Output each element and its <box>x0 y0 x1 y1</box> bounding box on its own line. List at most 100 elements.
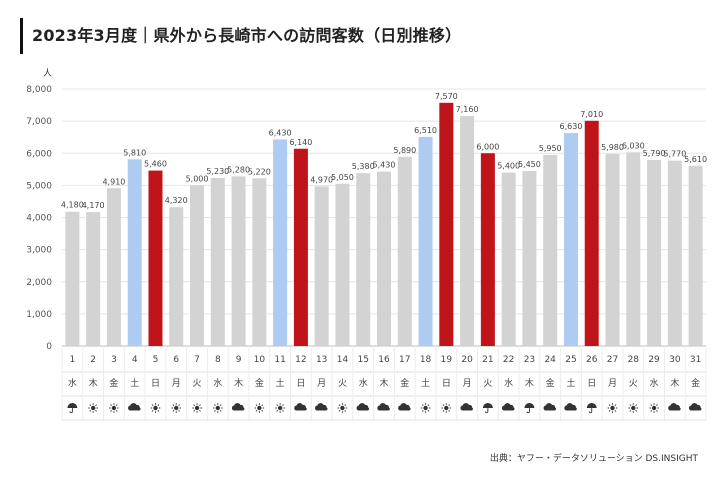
umbrella-handle <box>526 408 530 414</box>
data-label: 7,160 <box>456 105 479 114</box>
y-tick-label: 1,000 <box>26 310 52 320</box>
x-tick-weekday: 金 <box>546 377 555 389</box>
x-tick-weekday: 火 <box>483 378 492 389</box>
sun-ray <box>110 404 112 407</box>
y-tick-label: 4,000 <box>26 214 52 224</box>
x-tick-day: 28 <box>628 355 640 365</box>
sun-ray <box>214 409 216 412</box>
data-label: 5,380 <box>352 162 375 171</box>
bar-day-3 <box>106 188 121 346</box>
y-tick-label: 2,000 <box>26 278 52 288</box>
cloud-shape <box>128 403 141 411</box>
cloud-shape <box>315 403 328 411</box>
cloud-icon <box>294 403 307 411</box>
cloud-shape <box>294 403 307 411</box>
data-label: 6,030 <box>622 141 645 150</box>
bar-day-26 <box>584 120 599 347</box>
umbrella-handle <box>588 408 593 414</box>
x-tick-weekday: 水 <box>504 377 513 389</box>
cloud-shape <box>668 403 681 411</box>
sun-ray <box>448 404 451 407</box>
sun-ray <box>614 409 617 412</box>
x-tick-weekday: 日 <box>151 378 160 389</box>
x-tick-weekday: 木 <box>525 377 534 389</box>
sun-core <box>257 405 262 411</box>
x-tick-day: 10 <box>254 355 266 365</box>
umbrella-icon <box>67 403 78 414</box>
x-tick-day: 21 <box>482 355 493 365</box>
umbrella-handle <box>485 408 489 414</box>
sun-ray <box>178 409 181 412</box>
sun-ray <box>115 409 118 412</box>
sun-core <box>340 405 345 411</box>
cloud-icon <box>315 403 328 411</box>
x-tick-weekday: 月 <box>463 378 472 389</box>
x-tick-day: 26 <box>586 355 598 365</box>
x-tick-day: 7 <box>194 355 200 365</box>
sun-ray <box>608 409 611 412</box>
sun-ray <box>115 404 118 407</box>
sun-ray <box>614 404 617 407</box>
x-tick-weekday: 日 <box>296 378 305 389</box>
sun-ray <box>629 404 632 407</box>
bar-day-21 <box>480 153 495 346</box>
bar-day-30 <box>667 160 682 346</box>
sun-ray <box>276 404 279 407</box>
bar-day-11 <box>273 139 288 346</box>
sun-ray <box>338 409 341 412</box>
x-tick-weekday: 金 <box>400 377 409 389</box>
sun-ray <box>650 404 653 407</box>
x-tick-day: 1 <box>70 355 76 365</box>
sun-core <box>90 405 96 411</box>
data-label: 6,510 <box>414 126 437 135</box>
bar-day-27 <box>605 153 620 346</box>
sun-core <box>423 405 428 411</box>
sun-icon <box>420 403 431 413</box>
sun-ray <box>427 409 430 412</box>
x-tick-day: 24 <box>544 355 556 365</box>
umbrella-canopy <box>482 403 493 408</box>
bar-day-10 <box>252 178 267 346</box>
x-tick-weekday: 木 <box>670 377 679 389</box>
x-tick-day: 5 <box>153 355 159 365</box>
y-tick-label: 6,000 <box>26 149 52 159</box>
sun-icon <box>607 403 618 413</box>
sun-ray <box>95 404 97 407</box>
sun-ray <box>193 409 196 412</box>
sun-ray <box>151 404 154 407</box>
data-label: 5,770 <box>663 150 686 159</box>
x-tick-day: 18 <box>420 355 432 365</box>
chart-title: 2023年3月度｜県外から長崎市への訪問客数（日別推移） <box>32 26 462 45</box>
x-tick-day: 8 <box>215 355 221 365</box>
data-label: 5,400 <box>497 162 520 171</box>
x-tick-day: 14 <box>337 355 349 365</box>
bar-day-13 <box>314 186 329 346</box>
data-label: 5,790 <box>643 149 666 158</box>
sun-ray <box>608 404 611 407</box>
cloud-icon <box>564 403 577 411</box>
sun-ray <box>629 409 632 412</box>
x-tick-weekday: 月 <box>608 378 617 389</box>
sun-ray <box>635 409 638 412</box>
bar-day-16 <box>377 171 391 346</box>
x-tick-day: 29 <box>648 355 660 365</box>
x-tick-weekday: 土 <box>130 377 139 389</box>
sun-ray <box>442 409 445 412</box>
bar-day-18 <box>418 136 433 346</box>
bar-day-23 <box>522 170 537 346</box>
bar-day-29 <box>647 159 662 346</box>
x-tick-weekday: 火 <box>338 378 347 389</box>
x-tick-weekday: 月 <box>172 378 181 389</box>
sun-core <box>631 405 636 411</box>
data-label: 5,610 <box>684 155 707 164</box>
sun-ray <box>151 409 154 412</box>
bar-day-22 <box>501 172 516 346</box>
cloud-shape <box>501 403 515 411</box>
x-tick-day: 22 <box>503 355 514 365</box>
y-tick-label: 3,000 <box>26 246 52 256</box>
x-tick-day: 31 <box>690 355 701 365</box>
sun-ray <box>172 404 175 407</box>
bar-day-20 <box>460 115 475 346</box>
sun-ray <box>276 409 279 412</box>
sun-core <box>444 405 449 411</box>
